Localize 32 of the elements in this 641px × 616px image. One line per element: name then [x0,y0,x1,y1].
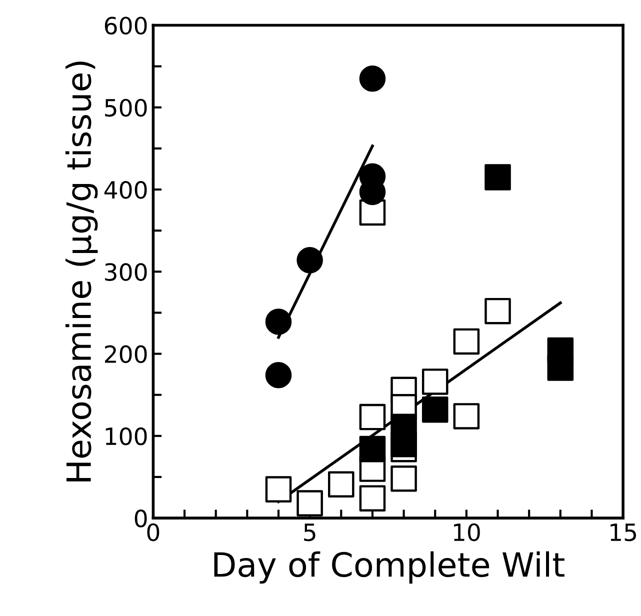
point [422,396,448,423]
x-tick-label: 15 [610,524,636,542]
point [422,368,448,395]
y-tick-label: 200 [105,345,147,364]
point [296,490,323,516]
y-axis-title: Hexosamine (μg/g tissue) [65,62,98,482]
point [359,436,386,462]
point [265,308,292,335]
y-tick-label: 400 [104,180,147,199]
point [547,354,574,381]
point [265,362,292,388]
point [453,403,480,430]
point [390,431,417,458]
point [390,465,417,492]
point [296,247,323,274]
point [359,404,386,430]
y-tick-label: 600 [104,16,147,35]
point [265,476,292,502]
x-axis-title: Day of Complete Wilt [214,551,564,584]
x-tick-label: 0 [147,523,160,542]
point [453,328,480,355]
x-tick-label: 10 [454,523,480,542]
point [484,298,511,324]
x-tick-label: 5 [304,524,316,542]
point [328,471,354,498]
point [359,485,386,512]
y-tick-label: 100 [106,427,147,446]
y-tick-label: 0 [134,510,147,528]
y-tick-label: 300 [105,263,147,281]
y-tick-label: 500 [105,98,147,117]
point [484,164,511,190]
point [359,66,386,92]
